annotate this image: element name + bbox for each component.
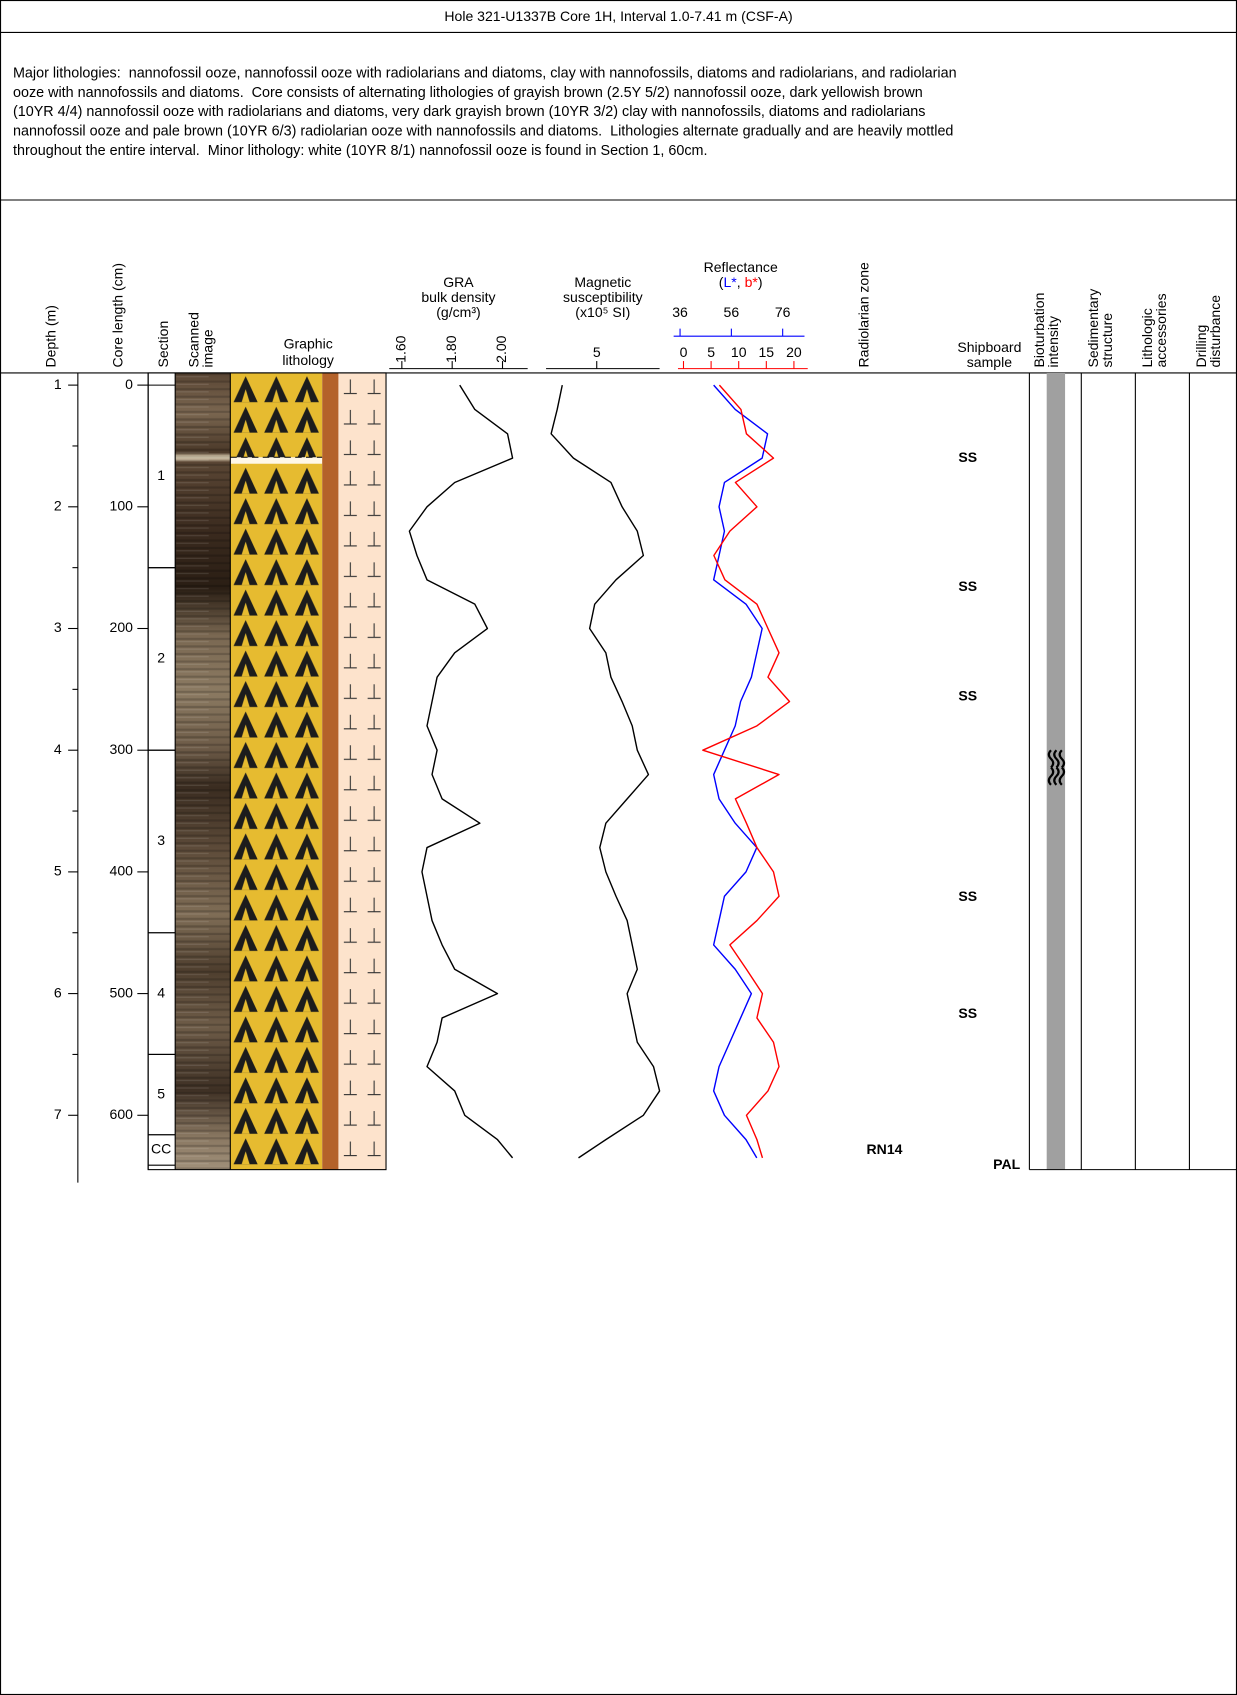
- description-line: ooze with nannofossils and diatoms. Core…: [13, 85, 923, 101]
- description-line: (10YR 4/4) nannofossil ooze with radiola…: [13, 104, 925, 120]
- shipboard-sample: SS: [958, 578, 977, 594]
- axis-tick-label: 20: [786, 344, 802, 360]
- col-header: Lithologic: [1139, 308, 1155, 367]
- description-line: Major lithologies: nannofossil ooze, nan…: [13, 65, 957, 81]
- curve-title: Reflectance: [704, 259, 778, 275]
- curve-title: (g/cm³): [436, 304, 480, 320]
- section-label: CC: [151, 1141, 171, 1157]
- shipboard-sample: SS: [958, 1005, 977, 1021]
- core-length-label: 200: [110, 619, 134, 635]
- col-header: sample: [967, 354, 1012, 370]
- col-header: Depth (m): [43, 305, 59, 367]
- col-header: Bioturbation: [1031, 293, 1047, 368]
- curve-title: Magnetic: [574, 274, 631, 290]
- legend-entry: b*: [745, 274, 759, 290]
- core-length-label: 600: [110, 1106, 134, 1122]
- col-header: Radiolarian zone: [856, 262, 872, 368]
- shipboard-sample: SS: [958, 687, 977, 703]
- section-label: 2: [157, 650, 165, 666]
- depth-label: 5: [54, 863, 62, 879]
- lithology-white-band: [230, 457, 323, 464]
- col-header: structure: [1099, 313, 1115, 368]
- axis-tick-label: 36: [672, 304, 688, 320]
- col-header: image: [199, 329, 215, 367]
- lithology-ooze: [230, 372, 323, 1170]
- core-length-label: 100: [110, 498, 134, 514]
- col-header: disturbance: [1207, 295, 1223, 368]
- depth-label: 7: [54, 1106, 62, 1122]
- curve: [712, 384, 769, 1159]
- section-label: 1: [157, 467, 165, 483]
- core-length-label: 0: [125, 376, 133, 392]
- axis-tick-label: 5: [593, 344, 601, 360]
- curve-title: (x10⁵ SI): [575, 304, 630, 320]
- title: Hole 321-U1337B Core 1H, Interval 1.0-7.…: [444, 8, 792, 24]
- col-header: lithology: [282, 352, 334, 368]
- curve: [408, 384, 514, 1159]
- core-length-label: 300: [110, 741, 134, 757]
- curve-title: susceptibility: [563, 289, 643, 305]
- description-line: throughout the entire interval. Minor li…: [13, 143, 708, 159]
- shipboard-sample: SS: [958, 888, 977, 904]
- scanned-image-texture: [175, 372, 231, 1170]
- bioturbation-symbol: [1047, 749, 1066, 786]
- col-header: Section: [155, 321, 171, 368]
- axis-tick-label: 0: [680, 344, 688, 360]
- axis-tick-label: 15: [759, 344, 775, 360]
- curve-title: bulk density: [421, 289, 495, 305]
- section-label: 3: [157, 832, 165, 848]
- col-header: Scanned: [185, 312, 201, 367]
- depth-label: 1: [54, 376, 62, 392]
- section-label: 4: [157, 984, 165, 1000]
- axis-tick-label: 10: [731, 344, 747, 360]
- axis-tick-label: 2.00: [493, 335, 509, 363]
- curve: [702, 384, 791, 1159]
- col-header: Graphic: [284, 336, 333, 352]
- legend-punct: ): [758, 274, 763, 290]
- axis-tick-label: 56: [724, 304, 740, 320]
- shipboard-sample: SS: [958, 449, 977, 465]
- col-header: accessories: [1153, 293, 1169, 367]
- legend-punct: ,: [737, 274, 745, 290]
- legend-punct: (: [719, 274, 724, 290]
- core-length-label: 400: [110, 863, 134, 879]
- axis-tick-label: 5: [707, 344, 715, 360]
- radiolarian-zone: RN14: [867, 1141, 903, 1157]
- legend-entry: L*: [723, 274, 737, 290]
- depth-label: 4: [54, 741, 62, 757]
- lithology-clay: [322, 372, 339, 1170]
- col-header: Drilling: [1193, 325, 1209, 368]
- axis-tick-label: 76: [775, 304, 791, 320]
- col-header: Shipboard: [957, 339, 1021, 355]
- axis-tick-label: 1.80: [443, 335, 459, 363]
- depth-label: 3: [54, 619, 62, 635]
- paleontology-sample: PAL: [993, 1156, 1020, 1172]
- curve: [550, 384, 661, 1159]
- col-header: intensity: [1045, 316, 1061, 368]
- depth-label: 2: [54, 498, 62, 514]
- curve-legend: (L*, b*): [719, 274, 763, 290]
- axis-tick-label: 1.60: [393, 335, 409, 363]
- curve-title: GRA: [443, 274, 474, 290]
- col-header: Sedimentary: [1085, 289, 1101, 368]
- description-line: nannofossil ooze and pale brown (10YR 6/…: [13, 124, 953, 140]
- depth-label: 6: [54, 984, 62, 1000]
- col-header: Core length (cm): [110, 263, 126, 368]
- section-label: 5: [157, 1085, 165, 1101]
- lithology-frame: [147, 372, 387, 1171]
- lithology-radiolarian: [338, 372, 387, 1170]
- core-length-label: 500: [110, 984, 134, 1000]
- bioturbation-bar: [1046, 372, 1066, 1170]
